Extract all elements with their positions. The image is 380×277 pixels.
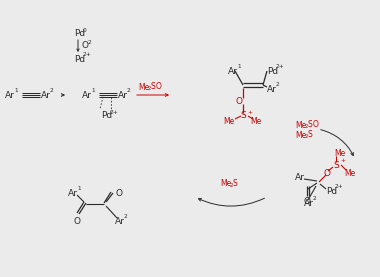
- Text: 1: 1: [91, 88, 95, 94]
- Text: 2: 2: [313, 196, 317, 201]
- Text: $_2$S: $_2$S: [304, 129, 314, 141]
- Text: Pd: Pd: [267, 66, 278, 76]
- Text: Me: Me: [344, 168, 355, 178]
- Text: +: +: [340, 158, 345, 163]
- Text: $_2$SO: $_2$SO: [304, 119, 320, 131]
- Text: Ar: Ar: [228, 66, 238, 76]
- Text: Me: Me: [220, 179, 231, 189]
- Text: Ar: Ar: [115, 217, 125, 225]
- Text: 2+: 2+: [276, 65, 285, 70]
- Text: 2: 2: [127, 88, 131, 94]
- Text: 1: 1: [14, 88, 17, 94]
- Text: Ar: Ar: [68, 189, 78, 198]
- Text: Pd: Pd: [74, 29, 85, 39]
- Text: 0: 0: [83, 27, 87, 32]
- Text: Pd: Pd: [326, 186, 337, 196]
- Text: S: S: [333, 160, 339, 170]
- Text: O: O: [235, 98, 242, 106]
- Text: O: O: [323, 168, 330, 178]
- Text: O: O: [73, 217, 80, 225]
- Text: Ar: Ar: [118, 91, 128, 99]
- Text: Me: Me: [295, 120, 306, 130]
- Text: O: O: [81, 40, 88, 50]
- Text: Me: Me: [250, 117, 261, 127]
- Text: $_2$SO: $_2$SO: [147, 81, 163, 93]
- Text: Ar: Ar: [304, 199, 314, 207]
- Text: 2: 2: [276, 83, 280, 88]
- Text: Me: Me: [295, 130, 306, 140]
- Text: +: +: [247, 109, 252, 114]
- Text: Me: Me: [223, 117, 234, 127]
- Text: Ar: Ar: [82, 91, 92, 99]
- Text: 2: 2: [50, 88, 54, 94]
- Text: 1: 1: [77, 186, 81, 191]
- Text: 1: 1: [237, 65, 241, 70]
- Text: Me: Me: [334, 148, 345, 158]
- Text: 2+: 2+: [335, 184, 344, 189]
- Text: O: O: [303, 196, 310, 206]
- Text: 2+: 2+: [83, 53, 92, 58]
- Text: Pd: Pd: [74, 55, 85, 63]
- Text: 2: 2: [124, 214, 128, 219]
- Text: S: S: [240, 112, 246, 120]
- Text: $_2$S: $_2$S: [229, 178, 239, 190]
- Text: O: O: [115, 189, 122, 198]
- Text: 2+: 2+: [110, 109, 119, 114]
- Text: Ar: Ar: [267, 84, 277, 94]
- Text: Ar: Ar: [5, 91, 15, 99]
- Text: Ar: Ar: [295, 173, 305, 181]
- Text: Me: Me: [138, 83, 149, 91]
- Text: 2: 2: [88, 40, 92, 45]
- Text: Pd: Pd: [101, 112, 112, 120]
- Text: Ar: Ar: [41, 91, 51, 99]
